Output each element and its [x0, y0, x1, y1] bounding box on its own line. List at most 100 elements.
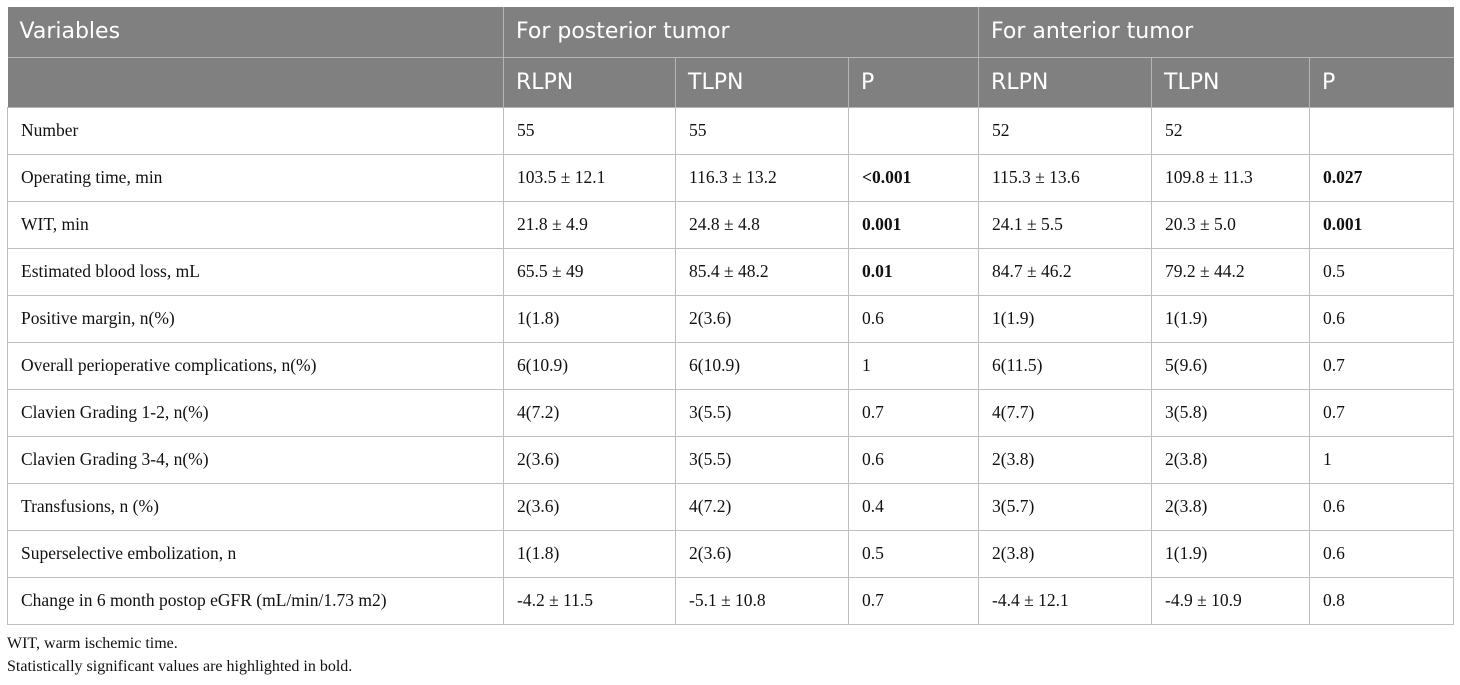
- cell-tlpn-posterior: 3(5.5): [675, 389, 849, 437]
- table-row: Operating time, min 103.5 ± 12.1 116.3 ± 1…: [7, 154, 1455, 202]
- cell-tlpn-posterior: 116.3 ± 13.2: [675, 154, 849, 202]
- results-table: Variables For posterior tumor For anteri…: [7, 7, 1455, 625]
- cell-variable: Positive margin, n(%): [7, 295, 504, 343]
- cell-tlpn-posterior: 2(3.6): [675, 530, 849, 578]
- table-row: Clavien Grading 3-4, n(%) 2(3.6) 3(5.5) 0.6…: [7, 436, 1455, 484]
- cell-tlpn-anterior: 3(5.8): [1151, 389, 1310, 437]
- table-row: Overall perioperative complications, n(%…: [7, 342, 1455, 390]
- cell-tlpn-posterior: 55: [675, 107, 849, 155]
- cell-rlpn-posterior: 2(3.6): [503, 436, 676, 484]
- cell-p-posterior: 0.6: [847, 436, 979, 484]
- cell-variable: WIT, min: [7, 201, 504, 249]
- sub-header-rlpn-posterior: RLPN: [503, 57, 676, 108]
- cell-tlpn-posterior: 24.8 ± 4.8: [675, 201, 849, 249]
- header-anterior-tumor: For anterior tumor: [978, 7, 1454, 58]
- cell-tlpn-posterior: 3(5.5): [675, 436, 849, 484]
- cell-p-anterior: 1: [1309, 436, 1455, 484]
- cell-rlpn-posterior: 65.5 ± 49: [503, 248, 676, 296]
- cell-tlpn-posterior: 6(10.9): [675, 342, 849, 390]
- table-header: Variables For posterior tumor For anteri…: [7, 7, 1454, 108]
- cell-p-posterior: 0.01: [847, 248, 979, 296]
- cell-rlpn-posterior: 2(3.6): [503, 483, 676, 531]
- cell-tlpn-posterior: 85.4 ± 48.2: [675, 248, 849, 296]
- cell-tlpn-anterior: -4.9 ± 10.9: [1151, 577, 1310, 625]
- cell-p-anterior: 0.7: [1309, 389, 1455, 437]
- header-variables: Variables: [7, 7, 504, 58]
- cell-tlpn-anterior: 20.3 ± 5.0: [1151, 201, 1310, 249]
- cell-rlpn-posterior: 1(1.8): [503, 295, 676, 343]
- cell-tlpn-anterior: 2(3.8): [1151, 436, 1310, 484]
- cell-p-anterior: 0.7: [1309, 342, 1455, 390]
- cell-variable: Transfusions, n (%): [7, 483, 504, 531]
- cell-rlpn-anterior: 1(1.9): [978, 295, 1152, 343]
- cell-rlpn-anterior: 3(5.7): [978, 483, 1152, 531]
- cell-rlpn-anterior: -4.4 ± 12.1: [978, 577, 1152, 625]
- cell-rlpn-anterior: 24.1 ± 5.5: [978, 201, 1152, 249]
- cell-tlpn-posterior: 2(3.6): [675, 295, 849, 343]
- cell-variable: Operating time, min: [7, 154, 504, 202]
- cell-rlpn-posterior: 1(1.8): [503, 530, 676, 578]
- cell-variable: Change in 6 month postop eGFR (mL/min/1.…: [7, 577, 504, 625]
- cell-tlpn-anterior: 2(3.8): [1151, 483, 1310, 531]
- cell-tlpn-anterior: 52: [1151, 107, 1310, 155]
- cell-rlpn-anterior: 52: [978, 107, 1152, 155]
- cell-variable: Number: [7, 107, 504, 155]
- table-row: Number 55 55 52 52: [7, 107, 1455, 155]
- cell-rlpn-posterior: 21.8 ± 4.9: [503, 201, 676, 249]
- cell-p-anterior: 0.001: [1309, 201, 1455, 249]
- sub-header-p-anterior: P: [1309, 57, 1454, 108]
- cell-rlpn-posterior: -4.2 ± 11.5: [503, 577, 676, 625]
- table-row: Clavien Grading 1-2, n(%) 4(7.2) 3(5.5) 0.7…: [7, 389, 1455, 437]
- cell-tlpn-anterior: 1(1.9): [1151, 295, 1310, 343]
- cell-variable: Clavien Grading 1-2, n(%): [7, 389, 504, 437]
- cell-p-posterior: 0.4: [847, 483, 979, 531]
- cell-p-posterior: 0.001: [847, 201, 979, 249]
- table-row: Positive margin, n(%) 1(1.8) 2(3.6) 0.6 1(1.…: [7, 295, 1455, 343]
- footnote-significance: Statistically significant values are hig…: [7, 657, 353, 675]
- table-row: Transfusions, n (%) 2(3.6) 4(7.2) 0.4 3(5.7)…: [7, 483, 1455, 531]
- cell-variable: Superselective embolization, n: [7, 530, 504, 578]
- cell-variable: Clavien Grading 3-4, n(%): [7, 436, 504, 484]
- cell-rlpn-anterior: 4(7.7): [978, 389, 1152, 437]
- cell-tlpn-anterior: 109.8 ± 11.3: [1151, 154, 1310, 202]
- cell-p-posterior: 0.6: [847, 295, 979, 343]
- sub-header-rlpn-anterior: RLPN: [978, 57, 1152, 108]
- cell-tlpn-anterior: 1(1.9): [1151, 530, 1310, 578]
- cell-variable: Overall perioperative complications, n(%…: [7, 342, 504, 390]
- cell-tlpn-anterior: 79.2 ± 44.2: [1151, 248, 1310, 296]
- cell-p-posterior: [847, 107, 979, 155]
- cell-rlpn-posterior: 103.5 ± 12.1: [503, 154, 676, 202]
- cell-tlpn-posterior: 4(7.2): [675, 483, 849, 531]
- cell-variable: Estimated blood loss, mL: [7, 248, 504, 296]
- cell-p-posterior: 1: [847, 342, 979, 390]
- table-row: Change in 6 month postop eGFR (mL/min/1.…: [7, 577, 1455, 625]
- results-table-container: Variables For posterior tumor For anteri…: [7, 7, 1455, 625]
- sub-header-p-posterior: P: [847, 57, 979, 108]
- cell-p-posterior: 0.7: [847, 389, 979, 437]
- sub-header-row: RLPN TLPN P RLPN TLPN P: [7, 57, 1454, 108]
- cell-rlpn-anterior: 2(3.8): [978, 530, 1152, 578]
- cell-p-anterior: [1309, 107, 1455, 155]
- table-footnotes: WIT, warm ischemic time. Statistically s…: [7, 633, 352, 678]
- cell-tlpn-anterior: 5(9.6): [1151, 342, 1310, 390]
- cell-rlpn-posterior: 55: [503, 107, 676, 155]
- cell-p-posterior: 0.7: [847, 577, 979, 625]
- cell-rlpn-anterior: 84.7 ± 46.2: [978, 248, 1152, 296]
- table-row: Estimated blood loss, mL 65.5 ± 49 85.4 ± …: [7, 248, 1455, 296]
- cell-p-anterior: 0.6: [1309, 530, 1455, 578]
- cell-p-posterior: <0.001: [847, 154, 979, 202]
- cell-p-posterior: 0.5: [847, 530, 979, 578]
- cell-p-anterior: 0.5: [1309, 248, 1455, 296]
- cell-p-anterior: 0.6: [1309, 483, 1455, 531]
- cell-rlpn-anterior: 6(11.5): [978, 342, 1152, 390]
- footnote-abbreviation: WIT, warm ischemic time.: [7, 635, 178, 652]
- table-row: Superselective embolization, n 1(1.8) 2(3.…: [7, 530, 1455, 578]
- cell-rlpn-posterior: 4(7.2): [503, 389, 676, 437]
- sub-header-tlpn-anterior: TLPN: [1151, 57, 1310, 108]
- header-posterior-tumor: For posterior tumor: [502, 7, 979, 58]
- table-body: Number 55 55 52 52 Operating time, min 103.5 ±…: [7, 107, 1455, 625]
- cell-p-anterior: 0.027: [1309, 154, 1455, 202]
- cell-rlpn-anterior: 2(3.8): [978, 436, 1152, 484]
- cell-rlpn-posterior: 6(10.9): [503, 342, 676, 390]
- cell-p-anterior: 0.6: [1309, 295, 1455, 343]
